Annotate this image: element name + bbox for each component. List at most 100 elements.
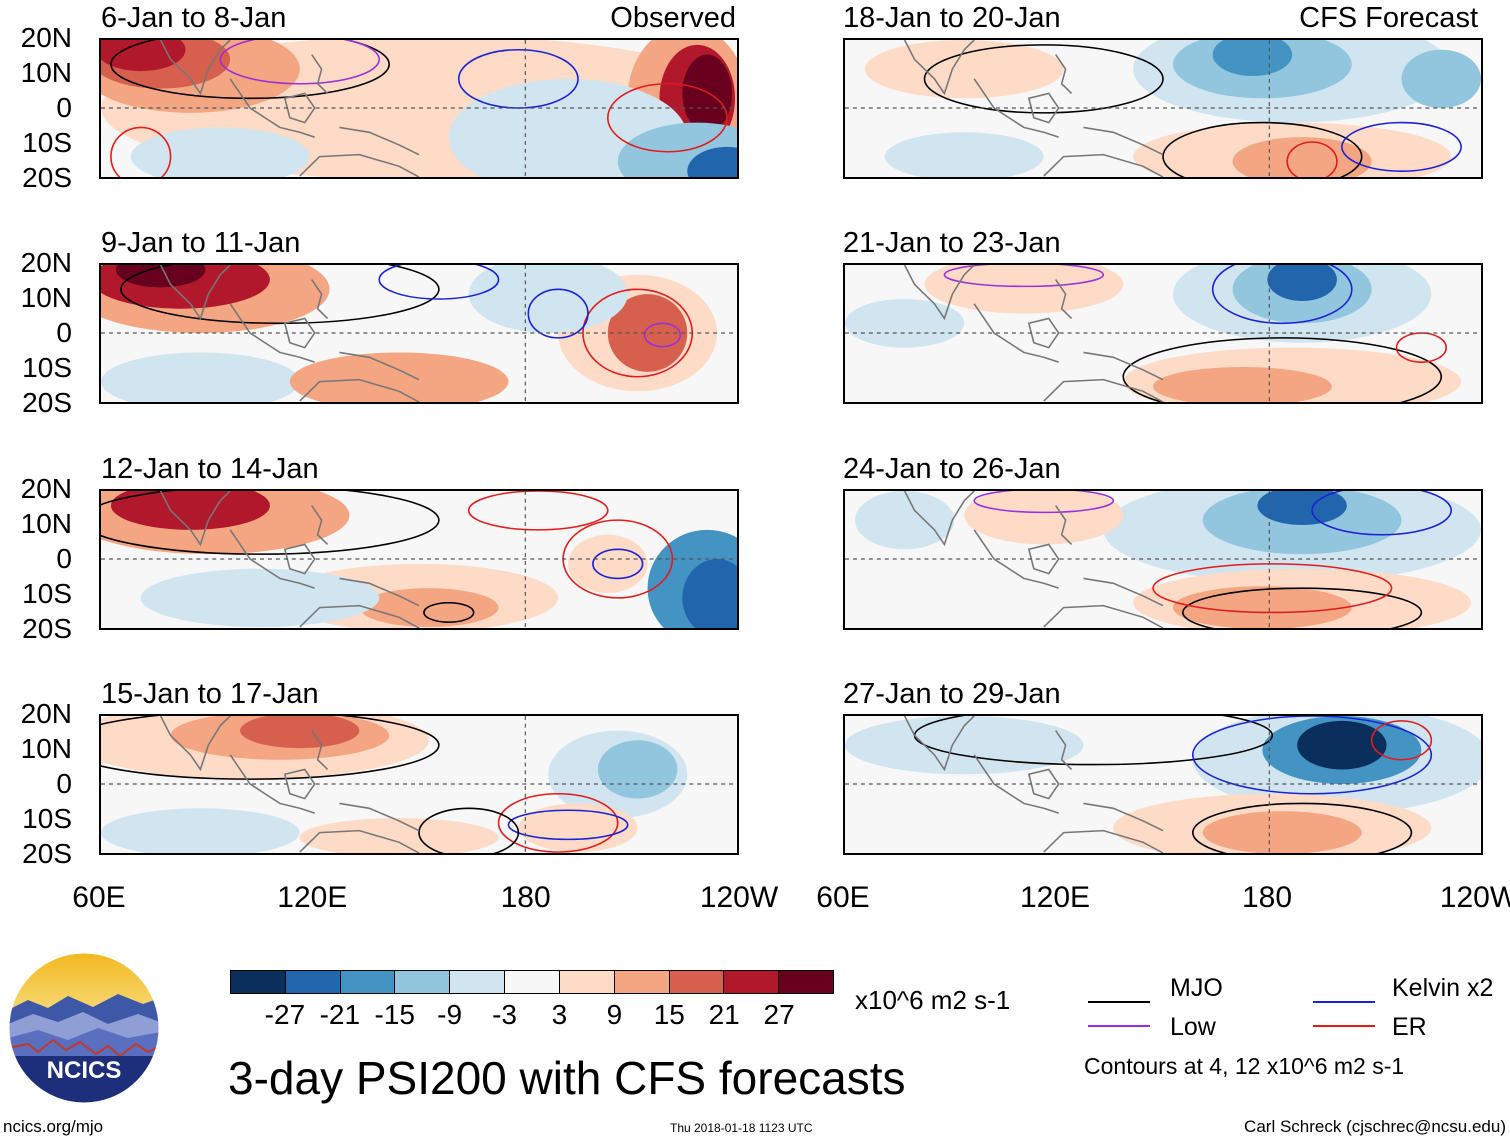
- colorbar-tick-label: 27: [763, 999, 795, 1030]
- y-axis-label: 0: [56, 317, 72, 348]
- contour-mjo: [1122, 337, 1442, 402]
- shading-negative: [682, 559, 737, 628]
- panel-title: 6-Jan to 8-Jan: [101, 2, 287, 34]
- colorbar-swatch: [614, 971, 670, 993]
- contour-note: Contours at 4, 12 x10^6 m2 s-1: [1084, 1053, 1405, 1079]
- coastline-india: [903, 265, 975, 321]
- legend-line-kelvin: [1313, 1001, 1375, 1003]
- map-canvas: [101, 40, 737, 177]
- x-axis-label: 120E: [277, 881, 348, 914]
- coastline-new-guinea: [1083, 126, 1164, 156]
- coastline-southeast-asia: [973, 529, 1059, 589]
- shading-positive: [568, 534, 648, 594]
- y-axis-label: 10N: [20, 733, 72, 764]
- x-axis-label: 180: [1241, 881, 1293, 914]
- coastline-australia: [299, 378, 420, 402]
- colorbar-tick-label: 9: [606, 999, 623, 1030]
- coastline-southeast-asia: [973, 303, 1059, 363]
- colorbar-swatch: [340, 971, 396, 993]
- y-axis-label: 20N: [20, 473, 72, 504]
- colorbar-tick-label: 3: [551, 999, 568, 1030]
- coastline-india: [159, 40, 231, 96]
- footer-url[interactable]: ncics.org/mjo: [3, 1117, 104, 1136]
- shading-positive: [1153, 367, 1332, 402]
- contour-mjo: [1182, 587, 1423, 628]
- shading-negative: [1401, 49, 1481, 109]
- contour-low: [943, 265, 1105, 288]
- map-panel-21-23-jan: [843, 263, 1483, 404]
- coastline-southeast-asia: [229, 78, 315, 138]
- y-axis-label: 20S: [22, 387, 72, 418]
- colorbar-swatch: [559, 971, 615, 993]
- shading-positive: [1172, 586, 1352, 628]
- colorbar-tick-label: -21: [319, 999, 361, 1030]
- colorbar-tick-label: -3: [492, 999, 517, 1030]
- coastline-new-guinea: [1083, 351, 1164, 381]
- coastline-new-guinea: [339, 802, 420, 832]
- y-axis-label: 20S: [22, 613, 72, 644]
- coastline-australia: [299, 604, 420, 628]
- y-axis-label: 20N: [20, 698, 72, 729]
- coastline-australia: [1043, 378, 1164, 402]
- legend-line-er: [1313, 1025, 1375, 1027]
- shading-negative: [845, 716, 1084, 775]
- coastline-india: [903, 40, 975, 96]
- coastline-australia: [1043, 153, 1164, 177]
- shading-negative: [687, 146, 737, 177]
- map-canvas: [101, 265, 737, 402]
- shading-negative: [1212, 40, 1293, 76]
- colorbar-tick-label: 15: [653, 999, 685, 1030]
- y-axis-label: 10S: [22, 578, 72, 609]
- coastline-borneo: [283, 317, 316, 349]
- contour-kelvin: [592, 548, 644, 580]
- x-axis-label: 60E: [72, 881, 126, 914]
- y-axis-label: 10N: [20, 508, 72, 539]
- shading-positive: [1202, 811, 1362, 853]
- coastline-southeast-asia: [229, 303, 315, 363]
- map-panel-18-20-jan: [843, 38, 1483, 179]
- y-axis-label: 10N: [20, 57, 72, 88]
- shading-negative: [1297, 720, 1387, 770]
- coastline-borneo: [1027, 768, 1060, 800]
- contour-low: [643, 322, 682, 348]
- panel-title: 24-Jan to 26-Jan: [843, 453, 1061, 485]
- contour-er: [110, 126, 172, 177]
- colorbar-tick-label: -15: [374, 999, 415, 1030]
- contour-mjo: [418, 807, 520, 853]
- colorbar-swatch: [231, 971, 286, 993]
- coastline-new-guinea: [1083, 577, 1164, 607]
- coastline-india: [159, 716, 231, 772]
- x-axis-label: 120E: [1019, 881, 1091, 914]
- contour-kelvin: [507, 809, 629, 841]
- contour-mjo: [423, 601, 475, 623]
- coastline-philippines: [311, 279, 329, 319]
- shading-positive: [359, 588, 499, 628]
- map-canvas: [845, 491, 1481, 628]
- coastline-philippines: [1055, 505, 1073, 545]
- panel-title: 27-Jan to 29-Jan: [843, 678, 1061, 710]
- coastline-southeast-asia: [229, 754, 315, 814]
- y-axis-label: 10S: [22, 803, 72, 834]
- panel-title: 9-Jan to 11-Jan: [101, 227, 301, 259]
- panel-source-label: Observed: [610, 2, 736, 34]
- colorbar-swatch: [285, 971, 341, 993]
- map-canvas: [845, 40, 1481, 177]
- shading-positive: [240, 716, 360, 749]
- contour-er: [497, 792, 619, 853]
- coastline-borneo: [1027, 92, 1060, 124]
- panel-title: 21-Jan to 23-Jan: [843, 227, 1061, 259]
- y-axis-label: 20S: [22, 838, 72, 869]
- x-axis-label: 180: [500, 881, 551, 914]
- colorbar-units: x10^6 m2 s-1: [855, 985, 1011, 1015]
- map-panel-9-11-jan: [99, 263, 739, 404]
- colorbar-swatch: [669, 971, 725, 993]
- y-axis-label: 20S: [22, 162, 72, 193]
- shading-positive: [864, 40, 1064, 99]
- coastline-southeast-asia: [973, 78, 1059, 138]
- contour-kelvin: [1341, 121, 1462, 172]
- coastline-new-guinea: [339, 351, 420, 381]
- contour-kelvin: [1311, 491, 1452, 536]
- panel-title: 18-Jan to 20-Jan: [843, 2, 1061, 34]
- contour-low: [219, 40, 381, 85]
- contour-kelvin: [527, 288, 589, 339]
